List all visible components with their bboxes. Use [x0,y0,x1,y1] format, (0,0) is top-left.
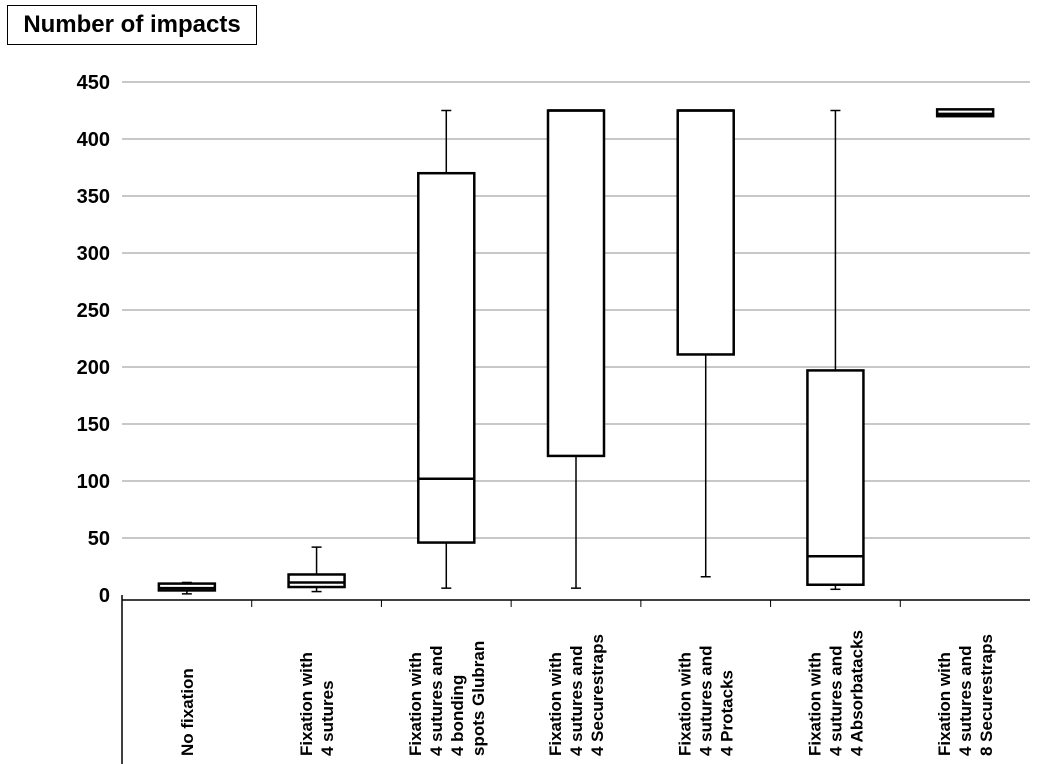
y-tick-label: 0 [99,585,110,607]
category-label: 4 sutures [318,680,337,756]
x-axis-labels: No fixation Fixation with 4 sutures Fixatio… [178,630,996,756]
y-tick-label: 400 [77,129,110,151]
category-label: 4 sutures and [567,645,586,756]
box-series [157,108,995,595]
category-label: No fixation [178,668,197,756]
y-axis-ticks: 0 50 100 150 200 250 300 350 400 450 [77,72,110,607]
category-label: Fixation with [297,652,316,756]
y-tick-label: 300 [77,243,110,265]
category-label: 4 sutures and [427,645,446,756]
y-tick-label: 200 [77,357,110,379]
category-label: 4 sutures and [697,645,716,756]
box-1 [287,546,346,593]
category-label: Fixation with [935,652,954,756]
box-iqr [546,109,606,458]
category-label: 4 Absorbatacks [847,630,866,756]
category-label: 8 Securestraps [977,634,996,756]
box-2 [417,109,476,589]
category-label: Fixation with [676,652,695,756]
box-iqr [806,369,865,586]
category-label: 4 sutures and [956,645,975,756]
box-iqr [287,573,346,589]
y-tick-label: 150 [77,414,110,436]
y-tick-label: 100 [77,471,110,493]
chart-title: Number of impacts [7,5,257,45]
box-6 [935,108,995,118]
box-iqr [676,109,735,356]
category-label: 4 Protacks [718,670,737,756]
category-label: Fixation with [406,652,425,756]
y-tick-label: 450 [77,72,110,94]
y-tick-label: 50 [88,528,110,550]
box-0 [157,581,217,595]
y-tick-label: 350 [77,186,110,208]
category-label: 4 sutures and [826,645,845,756]
category-label: Fixation with [546,652,565,756]
category-label: spots Glubran [469,641,488,756]
category-table [121,595,1030,764]
y-tick-label: 250 [77,300,110,322]
box-iqr [417,171,476,544]
category-label: 4 Securestraps [588,634,607,756]
box-4 [676,109,735,578]
box-5 [806,109,865,591]
category-label: Fixation with [805,652,824,756]
box-3 [546,109,606,589]
category-label: 4 bonding [448,675,467,756]
